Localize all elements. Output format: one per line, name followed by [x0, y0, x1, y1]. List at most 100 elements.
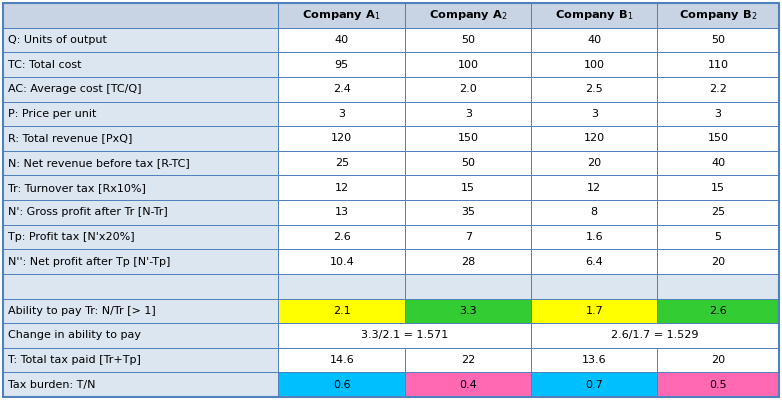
Bar: [405, 126, 532, 151]
Bar: [405, 372, 532, 397]
Text: 2.4: 2.4: [333, 84, 350, 94]
Text: 2.6/1.7 = 1.529: 2.6/1.7 = 1.529: [612, 330, 699, 340]
Bar: [3, 298, 278, 323]
Text: TC: Total cost: TC: Total cost: [8, 60, 81, 70]
Text: 28: 28: [461, 256, 475, 266]
Text: 3.3: 3.3: [459, 306, 477, 316]
Bar: [3, 225, 278, 249]
Text: AC: Average cost [TC/Q]: AC: Average cost [TC/Q]: [8, 84, 142, 94]
Bar: [405, 102, 532, 126]
Bar: [532, 175, 657, 200]
Text: P: Price per unit: P: Price per unit: [8, 109, 96, 119]
Bar: [278, 3, 405, 28]
Text: 22: 22: [461, 355, 475, 365]
Text: 2.2: 2.2: [709, 84, 727, 94]
Text: 20: 20: [587, 158, 601, 168]
Bar: [405, 348, 532, 372]
Text: R: Total revenue [PxQ]: R: Total revenue [PxQ]: [8, 134, 132, 144]
Text: 35: 35: [461, 207, 475, 217]
Bar: [657, 126, 779, 151]
Bar: [278, 52, 405, 77]
Bar: [657, 102, 779, 126]
Text: Company B$_2$: Company B$_2$: [679, 8, 757, 22]
Text: Company A$_2$: Company A$_2$: [429, 8, 508, 22]
Text: 3: 3: [465, 109, 472, 119]
Text: 20: 20: [711, 256, 725, 266]
Bar: [532, 348, 657, 372]
Bar: [3, 274, 278, 298]
Text: 14.6: 14.6: [329, 355, 354, 365]
Text: 0.6: 0.6: [333, 380, 350, 390]
Bar: [278, 323, 532, 348]
Bar: [532, 52, 657, 77]
Bar: [532, 77, 657, 102]
Text: 7: 7: [465, 232, 472, 242]
Bar: [3, 151, 278, 175]
Bar: [657, 3, 779, 28]
Bar: [3, 372, 278, 397]
Text: 25: 25: [711, 207, 725, 217]
Bar: [532, 200, 657, 225]
Bar: [405, 151, 532, 175]
Text: 5: 5: [715, 232, 722, 242]
Bar: [657, 175, 779, 200]
Bar: [657, 298, 779, 323]
Bar: [278, 298, 405, 323]
Bar: [657, 151, 779, 175]
Bar: [657, 52, 779, 77]
Bar: [532, 323, 779, 348]
Text: 12: 12: [587, 183, 601, 193]
Bar: [3, 77, 278, 102]
Text: 2.1: 2.1: [333, 306, 350, 316]
Text: 1.7: 1.7: [586, 306, 603, 316]
Text: 15: 15: [461, 183, 475, 193]
Text: 1.6: 1.6: [586, 232, 603, 242]
Text: 40: 40: [711, 158, 725, 168]
Text: 2.5: 2.5: [586, 84, 603, 94]
Text: 0.5: 0.5: [709, 380, 727, 390]
Text: 6.4: 6.4: [586, 256, 603, 266]
Text: 120: 120: [583, 134, 604, 144]
Bar: [278, 102, 405, 126]
Text: T: Total tax paid [Tr+Tp]: T: Total tax paid [Tr+Tp]: [8, 355, 141, 365]
Text: Change in ability to pay: Change in ability to pay: [8, 330, 141, 340]
Bar: [3, 126, 278, 151]
Bar: [532, 249, 657, 274]
Text: 3.3/2.1 = 1.571: 3.3/2.1 = 1.571: [361, 330, 449, 340]
Bar: [405, 274, 532, 298]
Bar: [278, 348, 405, 372]
Text: 150: 150: [457, 134, 479, 144]
Text: 0.4: 0.4: [459, 380, 477, 390]
Text: Company B$_1$: Company B$_1$: [555, 8, 633, 22]
Text: 95: 95: [335, 60, 349, 70]
Bar: [657, 249, 779, 274]
Text: 40: 40: [335, 35, 349, 45]
Bar: [278, 77, 405, 102]
Bar: [405, 298, 532, 323]
Bar: [532, 3, 657, 28]
Text: 12: 12: [335, 183, 349, 193]
Text: Tp: Profit tax [N'x20%]: Tp: Profit tax [N'x20%]: [8, 232, 135, 242]
Bar: [405, 175, 532, 200]
Text: 2.6: 2.6: [333, 232, 350, 242]
Text: 100: 100: [457, 60, 479, 70]
Bar: [278, 372, 405, 397]
Bar: [532, 298, 657, 323]
Text: 50: 50: [461, 158, 475, 168]
Bar: [532, 28, 657, 52]
Text: 20: 20: [711, 355, 725, 365]
Text: Tax burden: T/N: Tax burden: T/N: [8, 380, 95, 390]
Bar: [278, 126, 405, 151]
Text: 100: 100: [584, 60, 604, 70]
Bar: [657, 348, 779, 372]
Bar: [405, 28, 532, 52]
Bar: [278, 274, 405, 298]
Text: 3: 3: [591, 109, 597, 119]
Text: 13.6: 13.6: [582, 355, 607, 365]
Text: Ability to pay Tr: N/Tr [> 1]: Ability to pay Tr: N/Tr [> 1]: [8, 306, 156, 316]
Bar: [3, 175, 278, 200]
Bar: [278, 249, 405, 274]
Bar: [278, 175, 405, 200]
Text: 8: 8: [590, 207, 598, 217]
Bar: [405, 52, 532, 77]
